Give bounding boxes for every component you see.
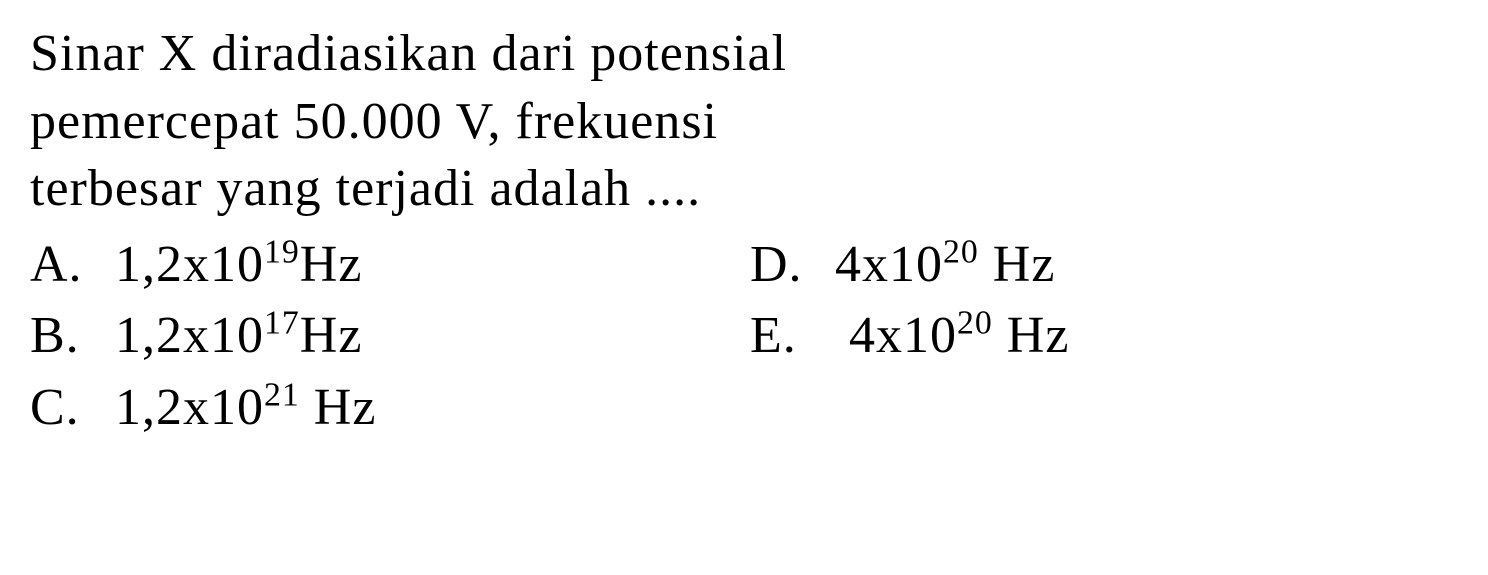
option-letter-e: E. [750, 302, 835, 370]
option-d: D. 4x1020 Hz [750, 231, 1458, 299]
option-letter-d: D. [750, 231, 835, 299]
option-letter-b: B. [30, 302, 115, 370]
options-row-2: B. 1,2x1017Hz E. 4x1020 Hz [30, 302, 1458, 370]
options-container: A. 1,2x1019Hz D. 4x1020 Hz B. 1,2x1017Hz… [30, 231, 1458, 442]
question-text: Sinar X diradiasikan dari potensial peme… [30, 20, 1458, 223]
question-line-1: Sinar X diradiasikan dari potensial [30, 25, 787, 82]
option-value-b: 1,2x1017Hz [115, 302, 362, 370]
option-a: A. 1,2x1019Hz [30, 231, 750, 299]
option-c: C. 1,2x1021 Hz [30, 374, 750, 442]
option-e: E. 4x1020 Hz [750, 302, 1458, 370]
options-row-1: A. 1,2x1019Hz D. 4x1020 Hz [30, 231, 1458, 299]
option-value-a: 1,2x1019Hz [115, 231, 362, 299]
options-row-3: C. 1,2x1021 Hz [30, 374, 1458, 442]
option-b: B. 1,2x1017Hz [30, 302, 750, 370]
option-value-d: 4x1020 Hz [835, 231, 1055, 299]
question-line-2: pemercepat 50.000 V, frekuensi [30, 93, 718, 150]
option-letter-c: C. [30, 374, 115, 442]
option-value-c: 1,2x1021 Hz [115, 374, 376, 442]
question-line-3: terbesar yang terjadi adalah .... [30, 160, 701, 217]
option-value-e: 4x1020 Hz [835, 302, 1069, 370]
option-letter-a: A. [30, 231, 115, 299]
